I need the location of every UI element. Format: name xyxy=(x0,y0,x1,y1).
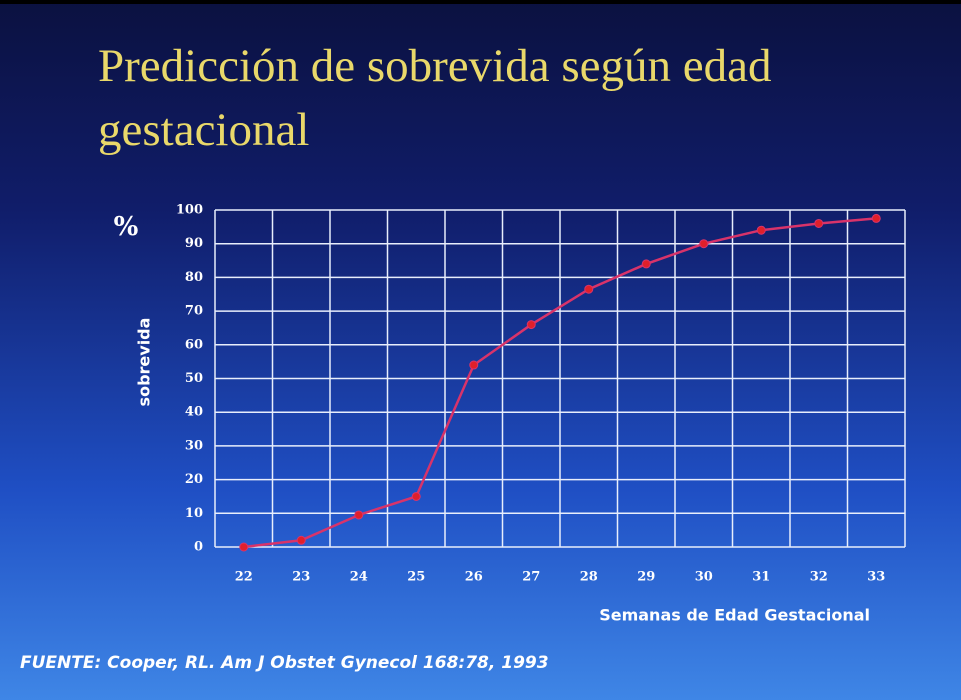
data-point xyxy=(814,218,824,228)
x-tick-label: 31 xyxy=(752,570,770,585)
x-tick-label: 22 xyxy=(235,570,253,585)
y-axis-label: sobrevida xyxy=(135,318,154,407)
x-tick-label: 33 xyxy=(867,570,885,585)
y-tick-label: 30 xyxy=(185,438,203,453)
x-axis-label: Semanas de Edad Gestacional xyxy=(599,606,870,625)
top-border xyxy=(0,0,961,4)
x-tick-label: 28 xyxy=(580,570,598,585)
y-tick-label: 50 xyxy=(185,371,203,386)
y-tick-label: 60 xyxy=(185,337,203,352)
y-tick-label: 100 xyxy=(176,203,203,218)
x-tick-label: 32 xyxy=(810,570,828,585)
data-point xyxy=(641,259,651,269)
source: FUENTE: Cooper, RL. Am J Obstet Gynecol … xyxy=(20,653,549,673)
data-point xyxy=(469,360,479,370)
x-tick-label: 25 xyxy=(407,570,425,585)
y-tick-label: 40 xyxy=(185,405,203,420)
data-point xyxy=(699,239,709,249)
chart-title: Predicción de sobrevida según edad gesta… xyxy=(98,40,772,156)
x-tick-label: 30 xyxy=(695,570,713,585)
data-point xyxy=(584,284,594,294)
x-tick-label: 27 xyxy=(522,570,540,585)
data-point xyxy=(354,510,364,520)
data-point xyxy=(871,213,881,223)
data-point xyxy=(239,542,249,552)
x-tick-label: 29 xyxy=(637,570,655,585)
y-tick-label: 20 xyxy=(185,472,203,487)
data-point xyxy=(756,225,766,235)
y-tick-label: 10 xyxy=(185,506,203,521)
x-tick-label: 24 xyxy=(350,570,368,585)
data-point xyxy=(526,320,536,330)
y-tick-label: 70 xyxy=(185,304,203,319)
series-line xyxy=(243,217,877,549)
data-point xyxy=(411,491,421,501)
y-tick-label: 80 xyxy=(185,270,203,285)
y-tick-label: 0 xyxy=(194,540,203,555)
x-tick-label: 26 xyxy=(465,570,483,585)
data-point xyxy=(296,535,306,545)
x-tick-label: 23 xyxy=(292,570,310,585)
y-tick-label: 90 xyxy=(185,236,203,251)
y-unit: % xyxy=(114,212,139,242)
